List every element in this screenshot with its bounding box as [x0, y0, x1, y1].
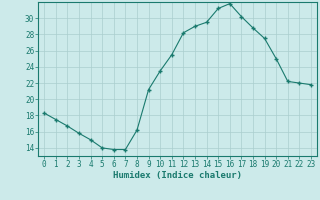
X-axis label: Humidex (Indice chaleur): Humidex (Indice chaleur): [113, 171, 242, 180]
